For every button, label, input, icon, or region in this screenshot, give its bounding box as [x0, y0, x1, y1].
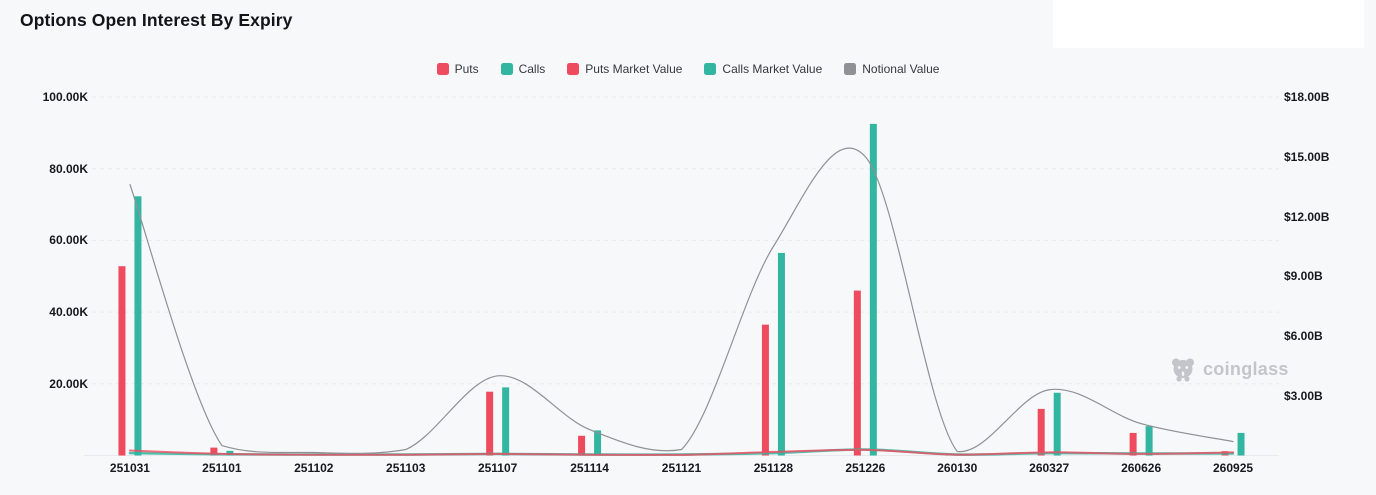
page-title: Options Open Interest By Expiry [20, 10, 293, 30]
left-axis-tick-80.00K: 80.00K [49, 161, 88, 176]
left-axis-tick-20.00K: 20.00K [49, 376, 88, 391]
x-axis-label-251114: 251114 [570, 461, 609, 475]
calls-bar-251107 [502, 387, 510, 456]
right-axis-tick-$9.00B: $9.00B [1284, 269, 1323, 284]
right-axis-tick-$6.00B: $6.00B [1284, 329, 1323, 343]
chart-legend: Puts Calls Puts Market Value Calls Market V… [0, 60, 1376, 78]
legend-item-label: Calls Market Value [722, 62, 823, 76]
legend-item-label: Puts [454, 62, 479, 76]
calls-bar-251031 [134, 196, 142, 456]
legend-swatch-icon [844, 63, 857, 75]
x-axis-label-260327: 260327 [1029, 461, 1070, 475]
x-axis-label-251103: 251103 [386, 461, 426, 475]
legend-item-calls[interactable]: Calls [500, 62, 546, 76]
puts-bar-251107 [486, 391, 494, 456]
calls-bar-260327 [1053, 392, 1061, 456]
x-axis-label-251031: 251031 [109, 461, 150, 475]
legend-swatch-icon [567, 63, 580, 75]
left-axis-tick-100.00K: 100.00K [42, 90, 88, 104]
legend-swatch-icon [436, 63, 449, 75]
right-axis-tick-$3.00B: $3.00B [1284, 388, 1323, 403]
legend-item-notional-value[interactable]: Notional Value [844, 63, 939, 75]
puts-bar-251101 [210, 447, 218, 456]
x-axis-label-251101: 251101 [202, 461, 242, 475]
x-axis-label-251121: 251121 [661, 461, 702, 475]
legend-item-calls-market-value[interactable]: Calls Market Value [704, 63, 822, 75]
puts-bar-260626 [1129, 432, 1137, 456]
x-axis-label-251226: 251226 [845, 461, 886, 475]
puts-bar-251031 [118, 266, 126, 456]
calls-bar-260925 [1237, 432, 1245, 456]
puts-bar-251128 [761, 324, 769, 456]
legend-item-label: Notional Value [862, 62, 940, 76]
legend-item-label: Puts Market Value [585, 62, 683, 76]
left-axis-tick-60.00K: 60.00K [49, 233, 88, 248]
legend-swatch-icon [704, 63, 717, 75]
right-axis-tick-$15.00B: $15.00B [1284, 149, 1330, 164]
puts-bar-251114 [578, 435, 586, 456]
x-axis-label-260130: 260130 [937, 461, 978, 475]
top-right-overlay [1053, 0, 1364, 48]
right-axis-tick-$12.00B: $12.00B [1284, 209, 1330, 224]
calls-bar-251226 [869, 123, 877, 456]
legend-item-puts-market-value[interactable]: Puts Market Value [567, 63, 682, 75]
calls-bar-251114 [594, 430, 602, 456]
left-axis-tick-40.00K: 40.00K [49, 305, 88, 320]
puts-bar-251226 [853, 290, 861, 456]
legend-swatch-icon [500, 63, 513, 75]
legend-item-label: Calls [518, 62, 546, 76]
x-axis-label-251128: 251128 [753, 461, 794, 475]
x-axis-label-260925: 260925 [1213, 461, 1254, 475]
x-axis-label-251107: 251107 [477, 461, 518, 475]
calls-bar-251128 [777, 252, 785, 456]
puts-market-value-line [128, 448, 1235, 456]
x-axis-label-251102: 251102 [294, 461, 334, 475]
notional-value-line [129, 147, 1234, 454]
puts-bar-260327 [1037, 408, 1045, 456]
calls-bar-260626 [1145, 426, 1153, 456]
legend-item-puts[interactable]: Puts [436, 62, 479, 76]
x-axis-label-260626: 260626 [1121, 461, 1162, 475]
right-axis-tick-$18.00B: $18.00B [1284, 90, 1330, 104]
